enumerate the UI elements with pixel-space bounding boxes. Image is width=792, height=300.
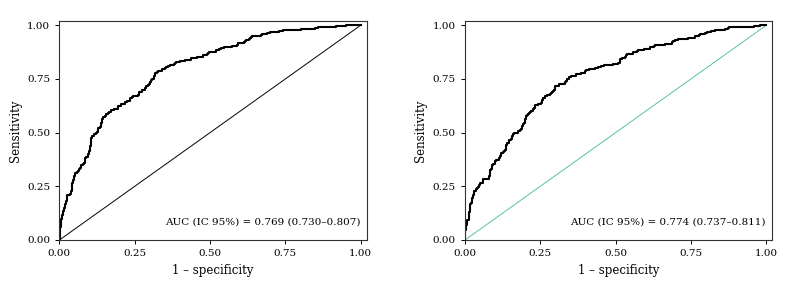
X-axis label: 1 – specificity: 1 – specificity — [173, 264, 253, 277]
Text: AUC (IC 95%) = 0.774 (0.737–0.811): AUC (IC 95%) = 0.774 (0.737–0.811) — [570, 218, 766, 227]
Y-axis label: Sensitivity: Sensitivity — [414, 99, 427, 162]
X-axis label: 1 – specificity: 1 – specificity — [578, 264, 659, 277]
Text: AUC (IC 95%) = 0.769 (0.730–0.807): AUC (IC 95%) = 0.769 (0.730–0.807) — [165, 218, 360, 227]
Y-axis label: Sensitivity: Sensitivity — [9, 99, 21, 162]
